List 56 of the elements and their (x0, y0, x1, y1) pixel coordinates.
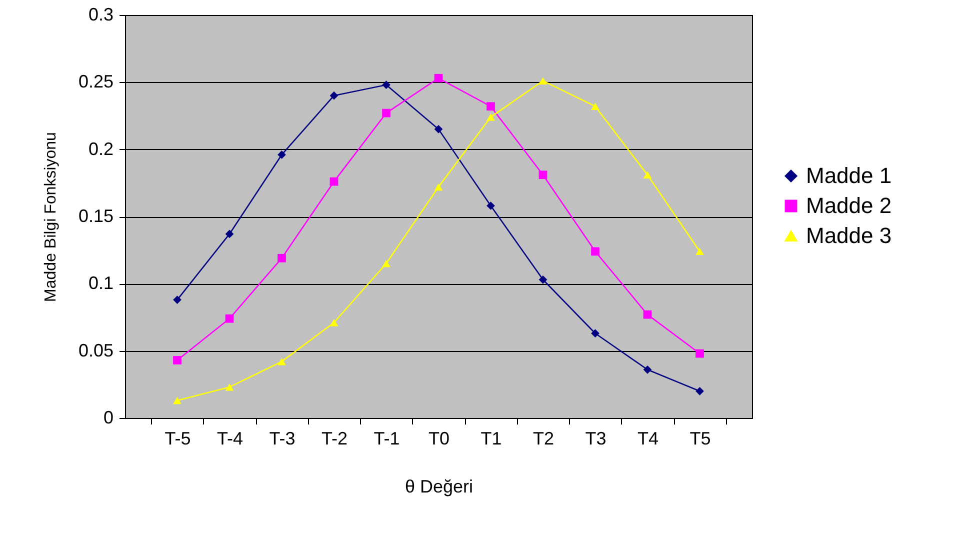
point (643, 171, 652, 178)
point (382, 80, 390, 90)
point (434, 74, 443, 82)
x-tick-label: T0 (428, 428, 450, 448)
point (173, 356, 182, 364)
point (330, 319, 338, 326)
x-tick-label: T-2 (321, 428, 348, 448)
point (696, 349, 704, 358)
y-tick-label: 0.1 (88, 273, 114, 294)
point (591, 102, 600, 110)
point (225, 383, 234, 391)
point (591, 247, 600, 256)
x-tick-label: T2 (532, 428, 554, 448)
x-tick-label: T-4 (216, 428, 244, 448)
y-tick-label: 0.25 (78, 72, 114, 92)
legend-label: Madde 1 (806, 163, 892, 188)
legend-label: Madde 2 (806, 193, 892, 218)
point (591, 329, 600, 338)
x-tick-label: T3 (585, 428, 606, 448)
point (696, 386, 704, 396)
x-tick-label: T-1 (374, 428, 400, 448)
x-axis-title: θ Değeri (404, 476, 474, 496)
point (225, 230, 234, 238)
point (382, 260, 390, 268)
point (173, 296, 182, 304)
x-tick-label: T5 (690, 428, 711, 448)
point (278, 254, 286, 262)
y-tick-label: 0 (103, 408, 114, 428)
point (278, 358, 286, 366)
legend-label: Madde 3 (806, 223, 892, 248)
point (696, 248, 704, 256)
point (538, 275, 548, 284)
x-tick-label: T4 (637, 428, 659, 448)
point (643, 310, 652, 319)
y-tick-label: 0.3 (88, 4, 114, 24)
point (486, 113, 495, 121)
x-tick-label: T-5 (164, 428, 191, 448)
x-tick-label: T1 (480, 428, 502, 448)
point (434, 183, 443, 191)
y-axis-title: Madde Bilgi Fonksiyonu (42, 132, 60, 302)
point (173, 396, 182, 404)
point (330, 177, 338, 186)
point (434, 125, 443, 134)
point (225, 314, 234, 323)
point (538, 77, 548, 84)
y-tick-label: 0.05 (78, 340, 114, 360)
y-tick-label: 0.2 (88, 138, 114, 159)
y-tick-label: 0.15 (78, 206, 114, 226)
point (486, 202, 495, 210)
point (538, 170, 548, 180)
point (330, 91, 338, 100)
point (382, 108, 390, 118)
point (486, 102, 495, 111)
point (278, 150, 286, 159)
x-tick-label: T-3 (269, 428, 296, 448)
point (643, 365, 652, 374)
